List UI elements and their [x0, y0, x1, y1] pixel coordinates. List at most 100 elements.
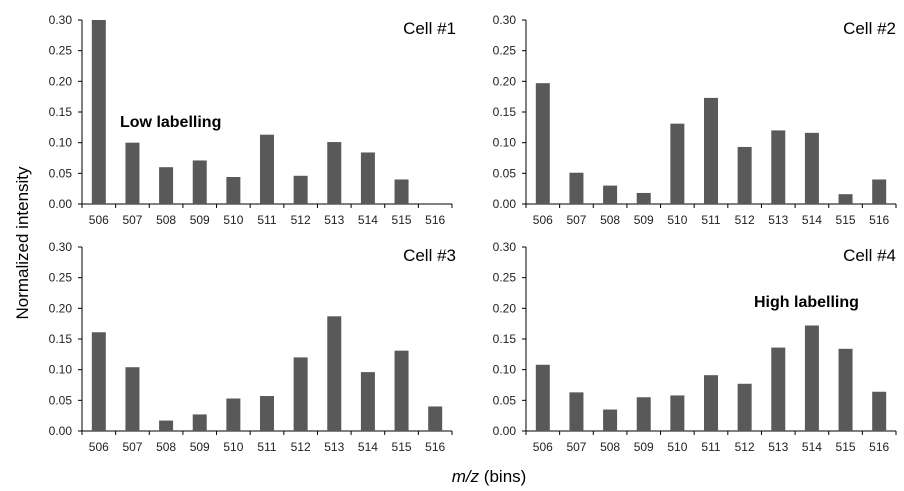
bar-508: [603, 409, 618, 431]
x-tick-label: 508: [156, 213, 176, 227]
panel-title: Cell #2: [843, 19, 896, 38]
x-tick-label: 511: [257, 213, 276, 227]
bar-515: [838, 348, 853, 431]
x-tick-label: 510: [667, 213, 687, 227]
x-tick-label: 513: [768, 213, 788, 227]
y-tick-label: 0.25: [493, 44, 517, 58]
x-tick-label: 511: [701, 440, 720, 454]
bar-513: [771, 130, 786, 204]
y-tick-label: 0.20: [493, 74, 517, 88]
bar-516: [872, 391, 887, 431]
y-tick-label: 0.15: [49, 332, 73, 346]
y-tick-label: 0.20: [493, 301, 517, 315]
bar-513: [327, 142, 342, 204]
x-tick-label: 509: [190, 440, 210, 454]
x-tick-label: 516: [869, 213, 889, 227]
y-tick-label: 0.00: [493, 424, 517, 438]
y-tick-label: 0.15: [493, 105, 517, 119]
y-tick-label: 0.05: [49, 393, 73, 407]
y-tick-label: 0.00: [49, 197, 73, 211]
y-tick-label: 0.15: [49, 105, 73, 119]
bar-507: [569, 392, 584, 431]
panel-annotation: Low labelling: [120, 114, 221, 131]
x-tick-label: 507: [566, 213, 586, 227]
bar-512: [293, 357, 308, 431]
x-tick-label: 514: [802, 440, 822, 454]
y-tick-label: 0.10: [49, 136, 73, 150]
panel-title: Cell #1: [403, 19, 456, 38]
y-tick-label: 0.30: [493, 13, 517, 27]
y-tick-label: 0.20: [49, 74, 73, 88]
bar-514: [360, 372, 375, 431]
y-tick-label: 0.05: [493, 393, 517, 407]
bar-513: [327, 316, 342, 431]
bar-508: [603, 185, 618, 204]
bar-513: [771, 347, 786, 431]
x-tick-label: 516: [869, 440, 889, 454]
x-axis-title-italic: m/z: [452, 467, 480, 486]
x-tick-label: 506: [533, 440, 553, 454]
x-tick-label: 511: [701, 213, 720, 227]
panel-cell-4: 0.00 0.05 0.10 0.15 0.20 0.25 0.30 506 507 508 509…: [493, 240, 897, 454]
bar-510: [226, 398, 241, 431]
panel-cell-1: 0.00 0.05 0.10 0.15 0.20 0.25 0.30 506 507 508 509…: [49, 13, 456, 227]
bar-509: [636, 397, 651, 431]
y-tick-label: 0.05: [493, 166, 517, 180]
bar-514: [804, 132, 819, 204]
x-tick-label: 512: [735, 213, 755, 227]
bar-510: [670, 395, 685, 431]
y-tick-label: 0.25: [493, 271, 517, 285]
bar-512: [737, 383, 752, 431]
bar-510: [226, 177, 241, 204]
x-tick-label: 513: [768, 440, 788, 454]
x-tick-label: 515: [836, 213, 856, 227]
y-tick-label: 0.10: [49, 363, 73, 377]
y-tick-label: 0.30: [49, 13, 73, 27]
bar-516: [428, 406, 443, 431]
bar-510: [670, 123, 685, 204]
x-tick-label: 515: [392, 440, 412, 454]
panel-annotation: High labelling: [754, 294, 859, 311]
x-tick-label: 510: [223, 213, 243, 227]
x-tick-label: 507: [566, 440, 586, 454]
y-tick-label: 0.00: [493, 197, 517, 211]
x-tick-label: 511: [257, 440, 276, 454]
bar-511: [260, 134, 274, 204]
bar-514: [360, 152, 375, 204]
x-tick-label: 510: [667, 440, 687, 454]
bar-508: [159, 167, 174, 204]
x-tick-label: 506: [533, 213, 553, 227]
x-tick-label: 513: [324, 440, 344, 454]
x-tick-label: 506: [89, 440, 109, 454]
y-tick-label: 0.05: [49, 166, 73, 180]
x-tick-label: 514: [358, 440, 378, 454]
x-tick-label: 514: [358, 213, 378, 227]
x-tick-label: 512: [291, 440, 311, 454]
panel-title: Cell #3: [403, 246, 456, 265]
bar-515: [394, 179, 409, 204]
x-tick-label: 514: [802, 213, 822, 227]
bar-507: [125, 142, 140, 204]
bar-511: [704, 375, 718, 431]
bar-506: [91, 332, 106, 431]
x-tick-label: 509: [634, 440, 654, 454]
x-tick-label: 516: [425, 213, 445, 227]
y-tick-label: 0.10: [493, 363, 517, 377]
x-tick-label: 508: [600, 213, 620, 227]
x-tick-label: 512: [735, 440, 755, 454]
x-tick-label: 508: [156, 440, 176, 454]
x-tick-label: 513: [324, 213, 344, 227]
bar-516: [872, 179, 887, 204]
bar-507: [569, 172, 584, 204]
bar-514: [804, 325, 819, 431]
panel-cell-3: 0.00 0.05 0.10 0.15 0.20 0.25 0.30 506 507 508 509…: [49, 240, 456, 454]
y-tick-label: 0.00: [49, 424, 73, 438]
x-tick-label: 506: [89, 213, 109, 227]
y-tick-label: 0.15: [493, 332, 517, 346]
y-tick-label: 0.10: [493, 136, 517, 150]
y-tick-label: 0.20: [49, 301, 73, 315]
y-axis-title: Normalized intensity: [13, 166, 32, 320]
bar-511: [260, 396, 274, 431]
bar-507: [125, 367, 140, 431]
